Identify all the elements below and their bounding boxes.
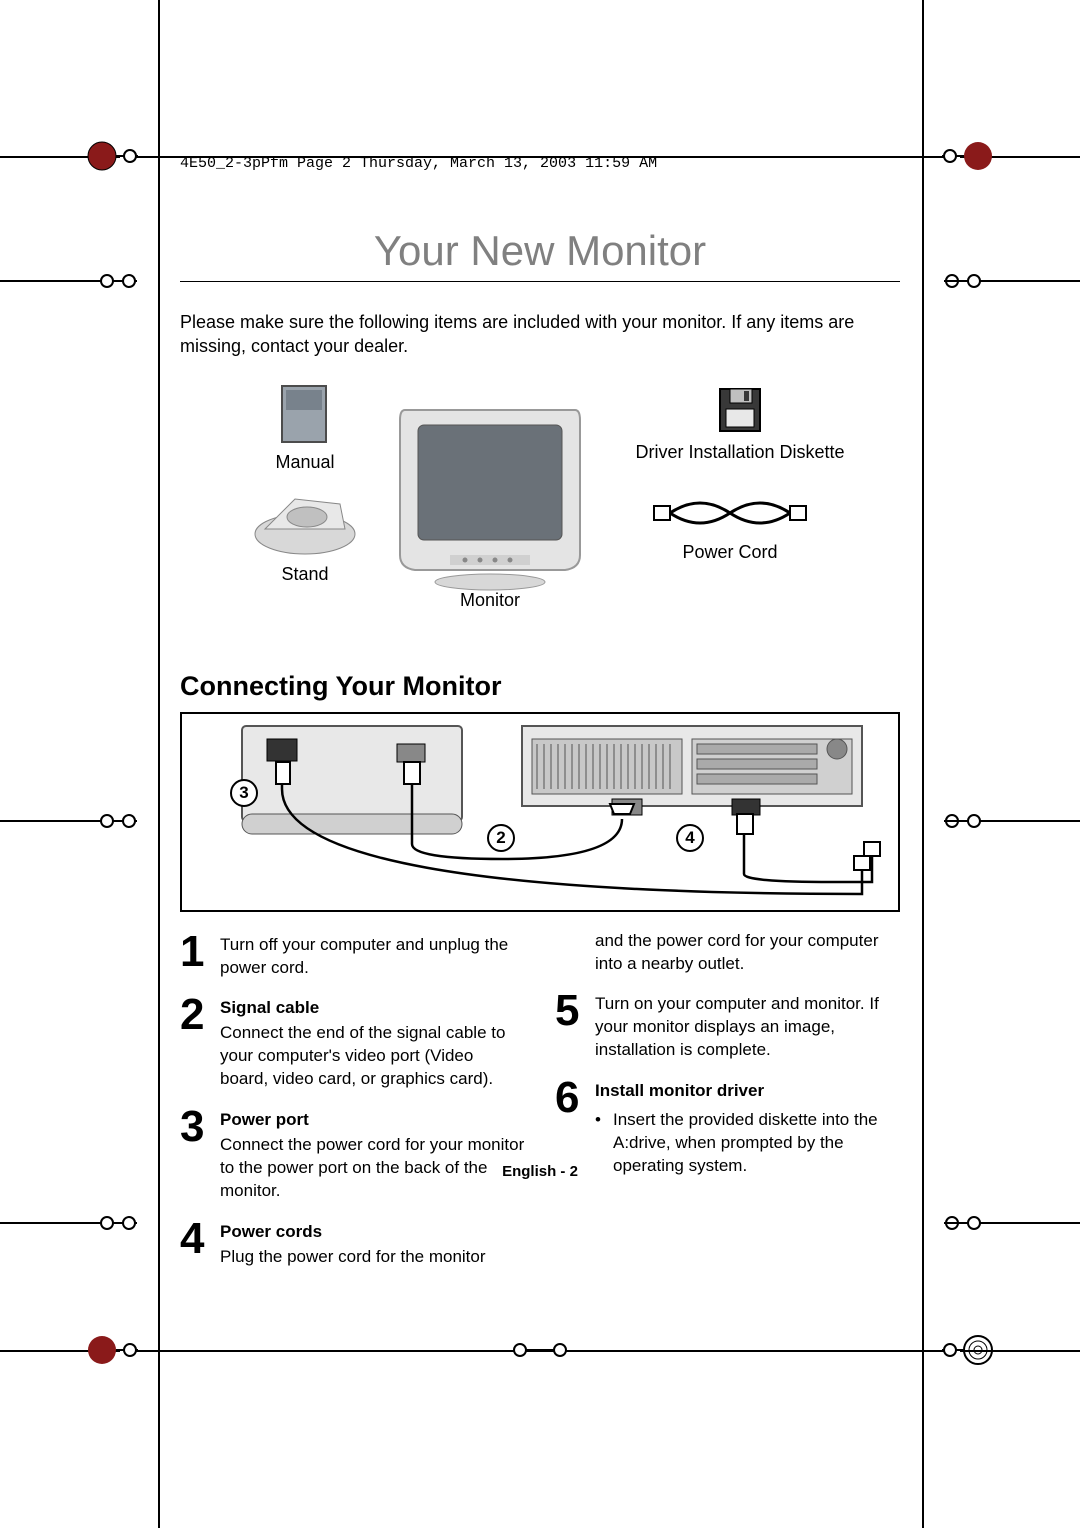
step-text: Connect the end of the signal cable to y… [220, 1023, 505, 1088]
step-number: 5 [555, 989, 595, 1062]
step-body: Turn on your computer and monitor. If yo… [595, 989, 900, 1062]
monitor-icon [390, 400, 590, 595]
diagram-svg [182, 714, 898, 910]
reg-mark [97, 1207, 137, 1239]
header-meta: 4E50_2-3pPfm Page 2 Thursday, March 13, … [180, 155, 900, 172]
page-content: 4E50_2-3pPfm Page 2 Thursday, March 13, … [180, 100, 900, 1380]
step-title: Signal cable [220, 997, 525, 1020]
reg-mark [942, 140, 994, 172]
stand-icon [245, 479, 365, 559]
item-monitor: Monitor [380, 398, 600, 611]
reg-mark [944, 1207, 984, 1239]
steps-col-right: and the power cord for your computer int… [555, 930, 900, 1283]
reg-mark [944, 265, 984, 297]
items-grid: Manual Stand M [180, 383, 900, 653]
step-body: Signal cable Connect the end of the sign… [220, 993, 525, 1091]
callout-3: 3 [230, 779, 258, 807]
reg-mark [942, 1334, 994, 1366]
reg-mark [86, 1334, 138, 1366]
manual-icon [280, 384, 330, 446]
callout-4: 4 [676, 824, 704, 852]
step-body: Power port Connect the power cord for yo… [220, 1105, 525, 1203]
item-label: Stand [235, 564, 375, 585]
step-number: 1 [180, 930, 220, 980]
step-3: 3 Power port Connect the power cord for … [180, 1105, 525, 1203]
connection-diagram: 3 2 4 [180, 712, 900, 912]
step-1: 1 Turn off your computer and unplug the … [180, 930, 525, 980]
step-title: Power port [220, 1109, 525, 1132]
reg-mark [97, 265, 137, 297]
item-manual: Manual [250, 383, 360, 473]
step-body: Turn off your computer and unplug the po… [220, 930, 525, 980]
step-title: Power cords [220, 1221, 486, 1244]
reg-mark [97, 805, 137, 837]
step-5: 5 Turn on your computer and monitor. If … [555, 989, 900, 1062]
step-4-continued: and the power cord for your computer int… [555, 930, 900, 976]
intro-text: Please make sure the following items are… [180, 310, 900, 359]
step-2: 2 Signal cable Connect the end of the si… [180, 993, 525, 1091]
reg-mark [944, 805, 984, 837]
step-number: 3 [180, 1105, 220, 1203]
item-power-cord: Power Cord [630, 488, 830, 563]
reg-mark [86, 140, 138, 172]
item-label: Manual [250, 452, 360, 473]
step-number: 4 [180, 1217, 220, 1269]
step-number [555, 930, 595, 976]
step-text: Plug the power cord for the monitor [220, 1247, 486, 1266]
title-rule [180, 281, 900, 282]
item-stand: Stand [235, 478, 375, 585]
steps-columns: 1 Turn off your computer and unplug the … [180, 930, 900, 1283]
item-label: Driver Installation Diskette [610, 442, 870, 463]
page-title: Your New Monitor [180, 227, 900, 275]
step-body: Power cords Plug the power cord for the … [220, 1217, 486, 1269]
step-4: 4 Power cords Plug the power cord for th… [180, 1217, 525, 1269]
item-label: Power Cord [630, 542, 830, 563]
power-cord-icon [650, 488, 810, 538]
step-number: 2 [180, 993, 220, 1091]
item-diskette: Driver Installation Diskette [610, 383, 870, 463]
steps-col-left: 1 Turn off your computer and unplug the … [180, 930, 525, 1283]
step-body: and the power cord for your computer int… [595, 930, 900, 976]
page-footer: English - 2 [180, 1163, 900, 1180]
section-heading: Connecting Your Monitor [180, 671, 900, 702]
callout-2: 2 [487, 824, 515, 852]
step-title: Install monitor driver [595, 1080, 900, 1103]
diskette-icon [716, 385, 764, 435]
